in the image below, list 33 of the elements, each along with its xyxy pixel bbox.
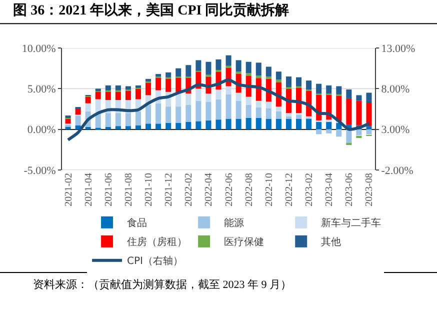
x-tick-label: 2022-10 [264,173,275,206]
legend-label: 住房（房租） [127,236,188,248]
x-tick-label: 2021-02 [63,173,74,206]
x-tick-label: 2022-08 [244,173,255,206]
y2-tick-label: 3.00% [381,124,410,136]
x-tick-label: 2023-02 [304,173,316,206]
x-tick-label: 2022-06 [224,173,235,206]
legend-label: 新车与二手车 [321,217,382,230]
x-tick-label: 2022-04 [204,173,215,206]
x-tick-label: 2023-06 [344,173,356,206]
y-tick-label: -5.00% [24,164,56,177]
legend-label: 其他 [321,236,342,248]
y2-tick-label: 8.00% [381,84,410,96]
text: 资料来源：（贡献值为测算数据，截至 2023 年 9 月） [33,278,292,291]
legend-label: 食品 [127,217,148,230]
x-tick-label: 2023-04 [324,173,336,206]
x-tick-label: 2023-08 [364,173,376,206]
legend-label: CPI（右轴） [127,255,184,268]
x-tick-label: 2022-12 [284,173,295,206]
x-tick-label: 2021-04 [83,173,94,206]
x-tick-label: 2022-02 [184,173,195,206]
legend-label: 医疗保健 [224,236,264,248]
y2-tick-label: -2.00% [381,164,414,177]
y2-tick-label: 13.00% [381,42,416,55]
x-tick-label: 2021-10 [144,173,155,206]
x-tick-label: 2021-08 [123,173,134,206]
y-tick-label: 0.00% [27,124,56,136]
x-tick-label: 2021-12 [164,173,175,206]
y-tick-label: 5.00% [27,84,56,96]
x-tick-label: 2021-06 [103,173,114,206]
chart-title: 图 36：2021 年以来，美国 CPI 同比贡献拆解 [13,2,290,19]
y-tick-label: 10.00% [22,42,56,55]
legend-label: 能源 [224,217,244,230]
